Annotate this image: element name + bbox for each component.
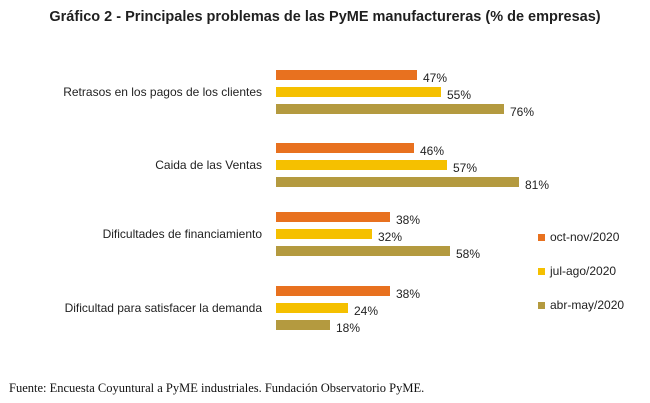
data-label: 47% — [423, 71, 447, 85]
data-label: 24% — [354, 304, 378, 318]
data-label: 57% — [453, 161, 477, 175]
category-labels: Retrasos en los pagos de los clientes Cai… — [63, 85, 262, 315]
category-label: Dificultad para satisfacer la demanda — [65, 301, 263, 315]
legend: oct-nov/2020 jul-ago/2020 abr-may/2020 — [538, 230, 624, 312]
data-label: 76% — [510, 105, 534, 119]
bar — [276, 303, 348, 313]
chart-title: Gráfico 2 - Principales problemas de las… — [49, 9, 601, 25]
data-label: 38% — [396, 287, 420, 301]
bar — [276, 246, 450, 256]
data-label: 55% — [447, 88, 471, 102]
data-label: 32% — [378, 230, 402, 244]
data-label: 46% — [420, 144, 444, 158]
legend-swatch — [538, 268, 545, 275]
value-labels: 47%55% 76% 46% 57% 81% 38% 32% 58% 38% 24% 18% — [336, 71, 549, 335]
data-label: 38% — [396, 213, 420, 227]
bar — [276, 177, 519, 187]
bar-chart: Retrasos en los pagos de los clientes Cai… — [63, 70, 624, 335]
category-label: Caida de las Ventas — [155, 158, 262, 172]
legend-swatch — [538, 302, 545, 309]
bar — [276, 286, 390, 296]
data-label: 18% — [336, 321, 360, 335]
bar — [276, 70, 417, 80]
bar — [276, 87, 441, 97]
source-note: Fuente: Encuesta Coyuntural a PyME indus… — [9, 381, 425, 395]
legend-label: oct-nov/2020 — [550, 230, 620, 244]
category-label: Retrasos en los pagos de los clientes — [63, 85, 262, 99]
data-label: 58% — [456, 247, 480, 261]
bar — [276, 320, 330, 330]
bar — [276, 143, 414, 153]
category-label: Dificultades de financiamiento — [103, 227, 263, 241]
legend-label: jul-ago/2020 — [549, 264, 616, 278]
bar — [276, 104, 504, 114]
legend-label: abr-may/2020 — [550, 298, 624, 312]
data-label: 81% — [525, 178, 549, 192]
bar — [276, 160, 447, 170]
bars — [276, 70, 519, 330]
bar — [276, 212, 390, 222]
legend-swatch — [538, 234, 545, 241]
bar — [276, 229, 372, 239]
